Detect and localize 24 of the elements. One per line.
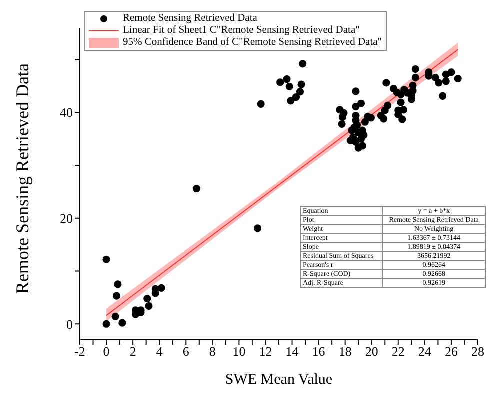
x-tick-label: 6	[182, 344, 190, 360]
annotation: 95% Confidence Band of C"Remote Sensing Retrieved Data"	[123, 37, 382, 49]
x-tick-label: 28	[472, 344, 484, 360]
legend-label: Linear Fit of Sheet1 C"Remote Sensing Retrieved Data"	[123, 25, 360, 37]
x-tick-label: 24	[418, 344, 432, 360]
x-tick-label: 0	[103, 344, 110, 360]
x-tick-label: 12	[259, 344, 272, 360]
x-tick-label: 8	[209, 344, 216, 360]
y-tick-label: 40	[60, 105, 73, 120]
x-tick-label: 4	[156, 344, 164, 360]
x-tick-label: 26	[444, 344, 458, 360]
y-tick-label: 0	[66, 316, 73, 332]
y-tick-label: 20	[60, 210, 73, 226]
legend-label: Remote Sensing Retrieved Data	[123, 13, 258, 25]
y-axis-title: Remote Sensing Retrieved Data	[12, 64, 32, 294]
x-tick-label: -2	[74, 344, 86, 360]
x-tick-label: 22	[392, 344, 405, 360]
x-axis-title: SWE Mean Value	[225, 372, 333, 388]
x-tick-label: 10	[232, 344, 246, 360]
x-tick-label: 16	[312, 344, 326, 360]
x-tick-label: 2	[130, 344, 136, 360]
x-tick-label: 20	[365, 344, 378, 360]
x-tick-label: 18	[338, 344, 352, 360]
x-tick-label: 14	[286, 344, 300, 360]
